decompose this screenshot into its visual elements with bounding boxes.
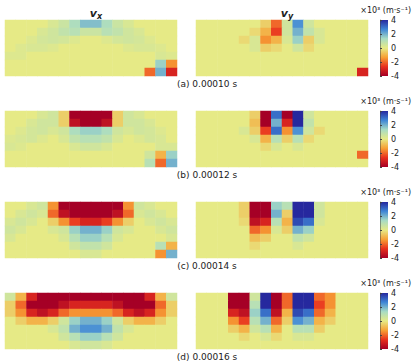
svg-text:×10³ (m·s⁻¹): ×10³ (m·s⁻¹)	[360, 6, 411, 15]
svg-text:-4: -4	[391, 163, 399, 172]
svg-text:×10³ (m·s⁻¹): ×10³ (m·s⁻¹)	[360, 188, 411, 197]
svg-text:y: y	[288, 12, 294, 21]
svg-text:-2: -2	[391, 58, 399, 67]
svg-text:-4: -4	[391, 72, 399, 81]
svg-text:0: 0	[391, 44, 396, 53]
svg-text:4: 4	[391, 198, 396, 207]
svg-text:0: 0	[391, 135, 396, 144]
svg-text:4: 4	[391, 107, 396, 116]
svg-text:×10³ (m·s⁻¹): ×10³ (m·s⁻¹)	[360, 279, 411, 288]
svg-text:x: x	[96, 12, 103, 21]
svg-text:2: 2	[391, 30, 396, 39]
svg-text:v: v	[280, 6, 288, 20]
svg-text:×10³ (m·s⁻¹): ×10³ (m·s⁻¹)	[360, 97, 411, 106]
svg-text:(d) 0.00016 s: (d) 0.00016 s	[177, 352, 238, 362]
svg-text:(b) 0.00012 s: (b) 0.00012 s	[177, 170, 238, 180]
svg-text:-2: -2	[391, 331, 399, 340]
svg-text:4: 4	[391, 16, 396, 25]
svg-text:(c) 0.00014 s: (c) 0.00014 s	[177, 261, 237, 271]
svg-text:-2: -2	[391, 240, 399, 249]
svg-text:-4: -4	[391, 254, 399, 263]
svg-text:0: 0	[391, 226, 396, 235]
svg-text:4: 4	[391, 289, 396, 298]
svg-text:v: v	[89, 6, 97, 20]
svg-text:0: 0	[391, 317, 396, 326]
svg-text:-2: -2	[391, 149, 399, 158]
svg-text:-4: -4	[391, 345, 399, 354]
svg-text:(a) 0.00010 s: (a) 0.00010 s	[177, 79, 237, 89]
svg-text:2: 2	[391, 212, 396, 221]
svg-text:2: 2	[391, 303, 396, 312]
svg-text:2: 2	[391, 121, 396, 130]
